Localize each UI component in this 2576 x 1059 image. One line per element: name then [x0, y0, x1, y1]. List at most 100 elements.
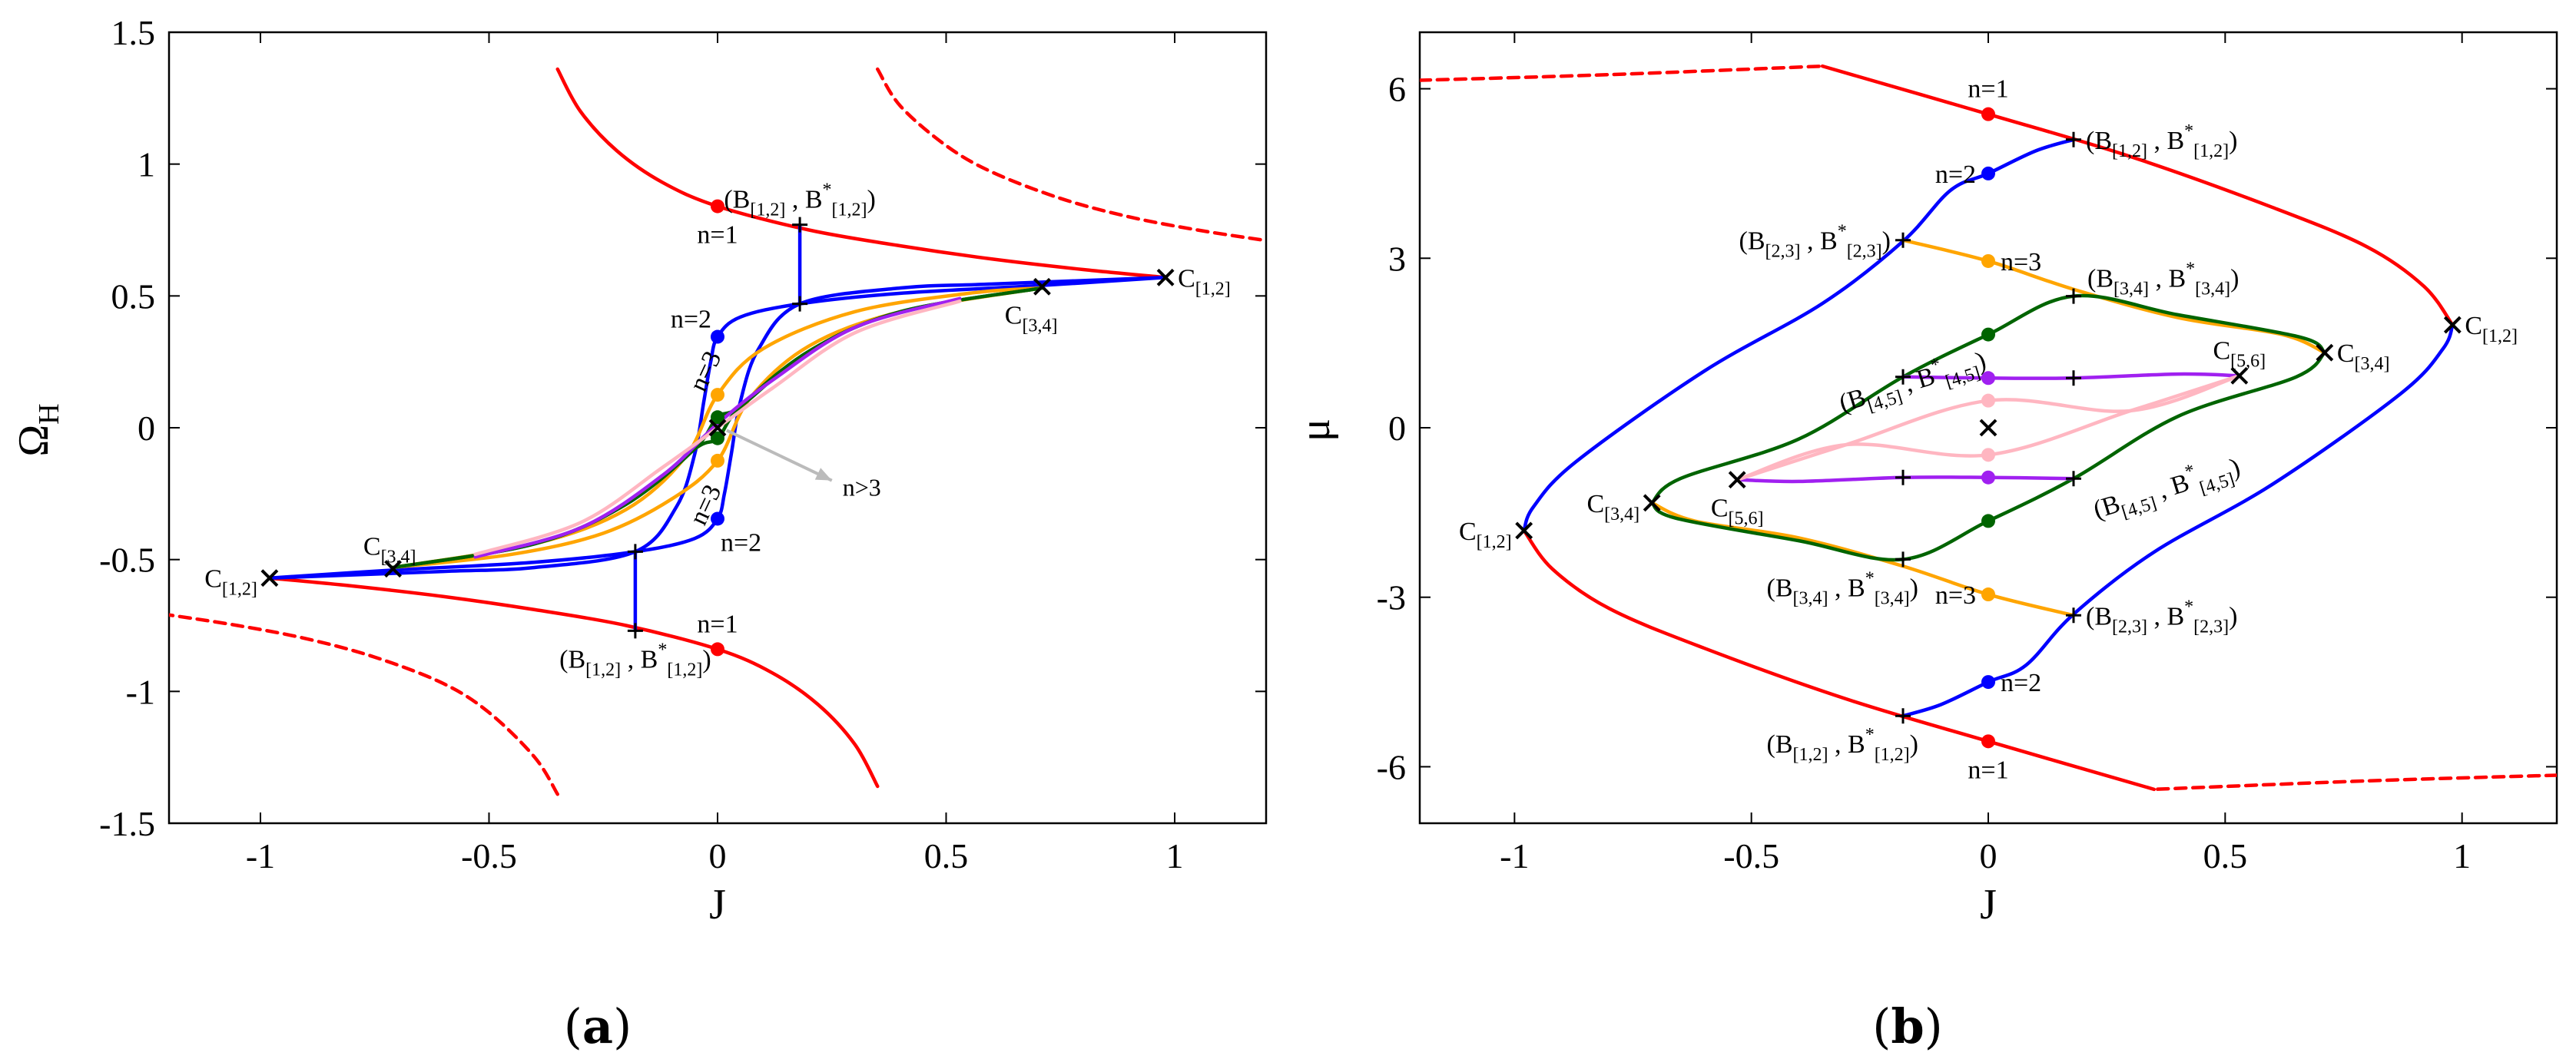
bifurcation-marker — [1895, 708, 1911, 724]
collision-point-marker — [260, 569, 279, 587]
solution-dot — [1981, 448, 1995, 462]
arrow-head — [814, 468, 832, 481]
annotation-label: (B[2,3] , B*[2,3]) — [1739, 222, 1891, 262]
solution-dot — [711, 453, 724, 468]
x-tick-label: 0 — [1980, 836, 1997, 875]
collision-point-marker — [2443, 316, 2462, 334]
panel-a-chart: -1 -0.5 0 0.5 1 -1.5 -1 -0.5 0 0.5 1 1.5 J ΩH n>3 n=1 n=… — [10, 13, 1268, 928]
arrow-line — [726, 429, 833, 482]
x-tick-label: 0.5 — [2203, 836, 2248, 875]
annotation-label: (B[1,2] , B*[1,2]) — [2086, 121, 2237, 161]
solution-dot — [1981, 675, 1995, 690]
collision-point-marker — [1979, 419, 1997, 437]
x-tick-label: 0.5 — [924, 836, 969, 875]
bifurcation-marker — [2066, 607, 2081, 624]
bifurcation-marker — [792, 217, 808, 233]
annotation-label: (B[1,2] , B*[1,2]) — [1767, 725, 1918, 765]
annotation-label: C[5,6] — [2213, 336, 2266, 371]
solution-dot — [711, 199, 724, 213]
collision-point-marker — [384, 560, 402, 578]
y-tick-label: 0 — [1388, 409, 1406, 448]
solution-dot — [1981, 166, 1995, 180]
series-line-n2 — [1901, 323, 2455, 718]
collision-point-marker — [2230, 366, 2249, 385]
bifurcation-marker — [627, 623, 643, 639]
collision-point-marker — [1643, 494, 1661, 512]
series-line-n1 — [1420, 64, 1825, 82]
bifurcation-marker — [1895, 369, 1911, 385]
y-tick-label: 3 — [1388, 239, 1406, 278]
y-tick-label: -6 — [1377, 747, 1406, 786]
bifurcation-marker — [1895, 551, 1911, 568]
series-line-n2 — [267, 276, 1168, 580]
series-line-n2 — [267, 276, 1168, 580]
solution-dot — [711, 431, 724, 445]
annotation-label: C[3,4] — [363, 533, 416, 568]
annotation-label: (B[2,3] , B*[2,3]) — [2086, 597, 2237, 637]
y-tick-label: 1.5 — [111, 13, 156, 52]
collision-point-marker — [2316, 343, 2334, 362]
solution-dot — [711, 329, 724, 344]
solution-dot — [1981, 107, 1995, 121]
solution-dot — [1981, 587, 1995, 602]
annotation-label: C[3,4] — [2337, 339, 2390, 374]
annotation-label: C[1,2] — [204, 565, 257, 600]
x-tick-label: -0.5 — [1723, 836, 1779, 875]
y-tick-label: 6 — [1388, 70, 1406, 109]
series-line-n1 — [876, 67, 1266, 243]
y-tick-label: 0.5 — [111, 276, 156, 316]
annotation-label: (B[1,2] , B*[1,2]) — [724, 180, 875, 220]
bifurcation-marker — [1895, 232, 1911, 248]
solution-dot — [711, 511, 724, 526]
collision-point-marker — [1156, 268, 1175, 286]
bifurcation-marker — [792, 296, 808, 312]
series-line-n1 — [169, 613, 559, 796]
annotation-label: (B[3,4] , B*[3,4]) — [2087, 260, 2239, 299]
bifurcation-marker — [1895, 469, 1911, 485]
x-tick-label: -0.5 — [461, 836, 517, 875]
series-line-n1 — [1522, 528, 2157, 792]
solution-dot — [711, 410, 724, 425]
solution-dot — [1981, 371, 1995, 386]
bifurcation-marker — [2066, 131, 2081, 147]
annotation-label: n=1 — [697, 610, 738, 638]
y-axis-label: μ — [1291, 419, 1339, 442]
annotation-label: n=2 — [2001, 669, 2041, 697]
bifurcation-marker — [2066, 471, 2081, 487]
solution-dot — [1981, 470, 1995, 485]
solution-dot — [711, 642, 724, 657]
series-line-n1 — [2152, 773, 2557, 792]
annotation-label: C[1,2] — [1459, 518, 1512, 552]
solution-dot — [1981, 734, 1995, 749]
solution-dot — [1981, 253, 1995, 268]
collision-point-marker — [708, 419, 727, 437]
annotation-label: C[5,6] — [1711, 495, 1764, 529]
annotation-label: n=2 — [721, 528, 761, 557]
y-tick-label: 1 — [138, 145, 155, 184]
bifurcation-marker — [2066, 370, 2081, 386]
annotation-label: n=1 — [1968, 756, 2008, 784]
solution-dot — [1981, 393, 1995, 408]
bifurcation-marker — [2066, 288, 2081, 304]
x-tick-label: -1 — [1500, 836, 1529, 875]
annotation-label: n=3 — [2001, 248, 2041, 276]
solution-dot — [711, 388, 724, 402]
collision-point-marker — [1515, 521, 1533, 540]
series-line-n1 — [555, 67, 1168, 280]
x-tick-label: 1 — [2453, 836, 2471, 875]
annotation-label: C[1,2] — [2465, 312, 2518, 346]
y-tick-label: -1 — [126, 672, 155, 711]
annotation-label: (B[4,5] , B*[4,5]) — [1835, 341, 1991, 423]
panel-a-label: (a) — [564, 998, 632, 1054]
annotation-label: (B[4,5] , B*[4,5]) — [2088, 448, 2245, 530]
y-axis-label: ΩH — [10, 403, 65, 456]
annotation-label: n=1 — [1968, 75, 2008, 104]
annotation-label: n=2 — [671, 306, 711, 334]
y-tick-label: 0 — [138, 409, 155, 448]
annotation-label: C[3,4] — [1586, 490, 1639, 525]
annotation-label: (B[3,4] , B*[3,4]) — [1767, 568, 1918, 608]
series-line-n1 — [1820, 64, 2455, 327]
x-tick-label: 1 — [1166, 836, 1184, 875]
panel-b-label: (b) — [1872, 998, 1943, 1054]
